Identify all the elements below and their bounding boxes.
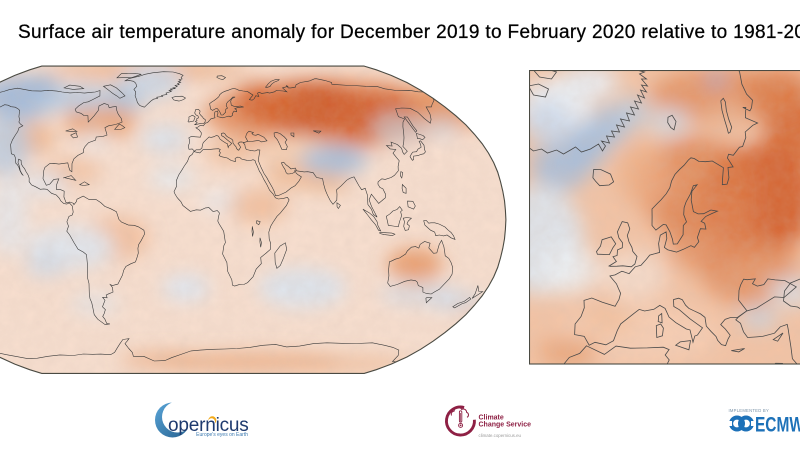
svg-text:ECMWF: ECMWF [755,412,800,436]
svg-text:IMPLEMENTED BY: IMPLEMENTED BY [729,408,770,413]
svg-text:Climate: Climate [479,415,504,422]
svg-text:Europe's eyes on Earth: Europe's eyes on Earth [196,432,248,438]
svg-text:Change Service: Change Service [479,422,532,429]
svg-text:opernicus: opernicus [168,415,249,436]
svg-text:climate.copernicus.eu: climate.copernicus.eu [479,433,522,438]
